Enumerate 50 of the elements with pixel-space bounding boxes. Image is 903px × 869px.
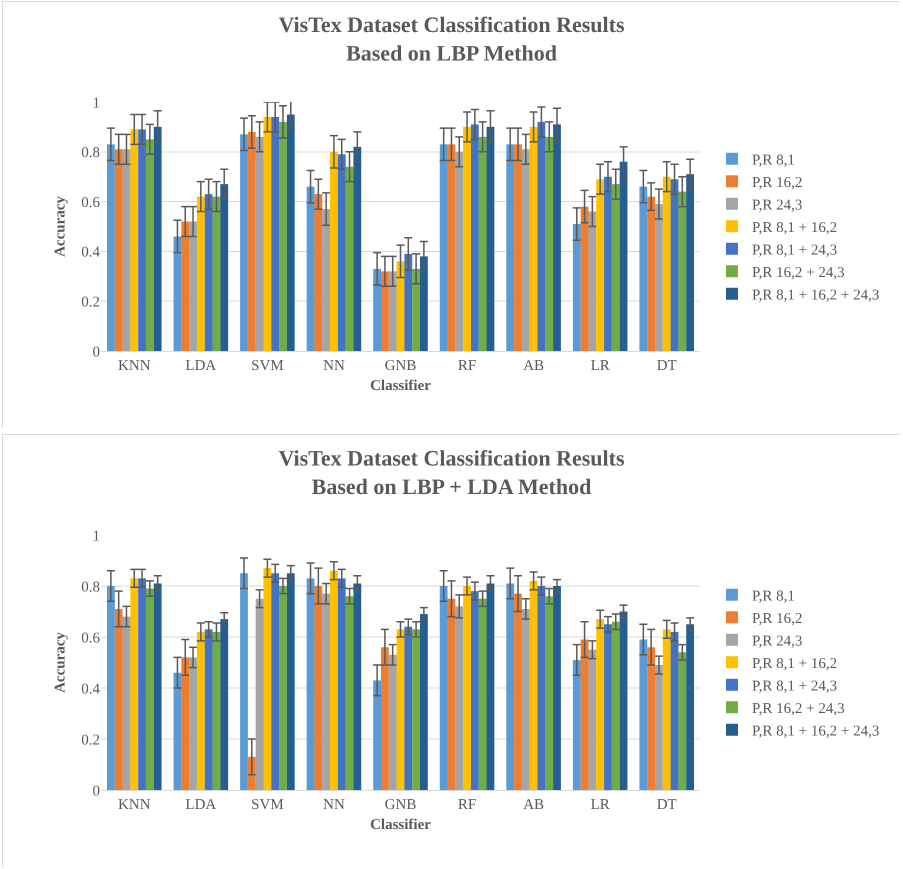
y-tick-label: 0.2	[81, 294, 100, 310]
legend-label: P,R 8,1 + 16,2	[752, 220, 838, 236]
x-axis-title: Classifier	[370, 817, 432, 833]
x-tick-label: RF	[458, 797, 476, 813]
legend-label: P,R 16,2	[752, 611, 802, 628]
x-tick-label: NN	[323, 797, 345, 813]
x-tick-label: LDA	[185, 797, 216, 813]
x-tick-label: LDA	[185, 358, 216, 374]
legend-label: P,R 8,1 + 16,2 + 24,3	[752, 288, 880, 304]
legend-label: P,R 24,3	[752, 198, 802, 214]
legend-label: P,R 16,2 + 24,3	[752, 265, 845, 282]
x-tick-label: NN	[323, 358, 345, 374]
x-tick-label: LR	[590, 797, 610, 813]
y-tick-label: 0.2	[81, 732, 100, 748]
y-tick-label: 0.8	[81, 579, 100, 596]
legend-label: P,R 8,1 + 24,3	[752, 678, 838, 695]
legend-label: P,R 8,1 + 16,2 + 24,3	[752, 724, 880, 740]
y-tick-label: 0.8	[81, 145, 100, 162]
legend-label: P,R 16,2	[752, 175, 802, 192]
y-axis-title: Accuracy	[52, 196, 68, 257]
x-tick-label: DT	[656, 358, 677, 374]
x-tick-label: LR	[590, 358, 610, 374]
y-tick-label: 0.6	[81, 194, 100, 211]
y-tick-label: 0	[92, 344, 100, 360]
x-tick-label: SVM	[251, 797, 284, 813]
legend-label: P,R 8,1	[752, 152, 795, 169]
x-tick-label: SVM	[251, 358, 284, 374]
x-tick-label: AB	[523, 797, 544, 813]
chart-title: VisTex Dataset Classification Results Based on LBP + LDA Method	[278, 445, 625, 499]
legend-label: P,R 8,1 + 16,2	[752, 656, 838, 672]
x-tick-label: RF	[458, 358, 476, 374]
chart-title: VisTex Dataset Classification Results Based on LBP Method	[278, 12, 625, 66]
y-tick-label: 0.4	[81, 681, 100, 698]
y-axis-title: Accuracy	[52, 632, 68, 693]
x-tick-label: KNN	[118, 358, 151, 374]
x-tick-label: DT	[656, 797, 677, 813]
x-tick-label: AB	[523, 358, 544, 374]
x-tick-label: KNN	[118, 797, 151, 813]
y-tick-label: 1	[92, 95, 100, 112]
legend-label: P,R 16,2 + 24,3	[752, 701, 845, 718]
y-tick-label: 1	[92, 528, 100, 544]
legend-label: P,R 24,3	[752, 634, 802, 650]
x-tick-label: GNB	[384, 358, 416, 374]
x-tick-label: GNB	[384, 797, 416, 813]
legend-label: P,R 8,1 + 24,3	[752, 242, 838, 259]
y-tick-label: 0.4	[81, 244, 100, 261]
y-tick-label: 0	[92, 783, 100, 800]
y-tick-label: 0.6	[81, 630, 100, 646]
legend-label: P,R 8,1	[752, 588, 795, 605]
x-axis-title: Classifier	[370, 378, 432, 394]
